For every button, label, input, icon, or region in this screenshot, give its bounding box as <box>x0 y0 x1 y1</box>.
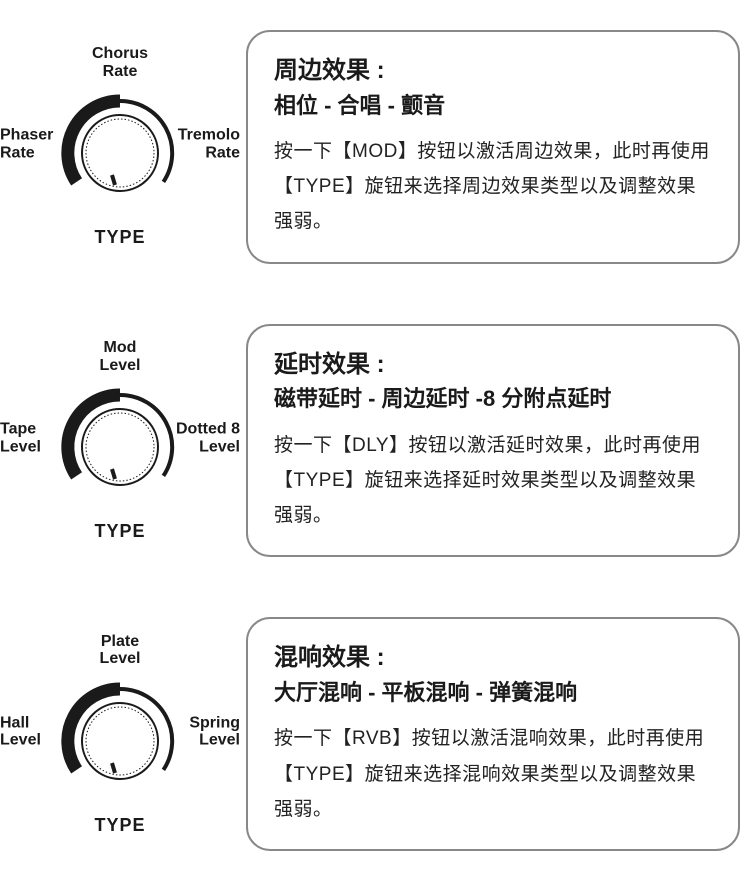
knob-top-label: Chorus Rate <box>92 45 148 80</box>
card-body: 按一下【DLY】按钮以激活延时效果，此时再使用【TYPE】旋钮来选择延时效果类型… <box>274 428 712 533</box>
knob-bottom-label: TYPE <box>94 521 145 542</box>
type-knob-icon <box>60 681 180 801</box>
type-knob-icon <box>60 93 180 213</box>
type-knob-icon <box>60 387 180 507</box>
section-row-1: Chorus Rate Phaser Rate Tremolo Rate TYP… <box>0 0 750 294</box>
knob-left-label: Tape Level <box>0 420 41 455</box>
knob-column: Chorus Rate Phaser Rate Tremolo Rate TYP… <box>0 30 240 264</box>
card-title: 周边效果 : <box>274 54 712 88</box>
knob-label-group: Chorus Rate Phaser Rate Tremolo Rate <box>0 45 240 225</box>
knob-bottom-label: TYPE <box>94 815 145 836</box>
knob-left-label: Phaser Rate <box>0 127 53 162</box>
knob-bottom-label: TYPE <box>94 227 145 248</box>
knob-label-group: Mod Level Tape Level Dotted 8 Level <box>0 339 240 519</box>
info-card: 延时效果 : 磁带延时 - 周边延时 -8 分附点延时 按一下【DLY】按钮以激… <box>246 324 740 558</box>
card-title: 延时效果 : <box>274 348 712 382</box>
section-row-2: Mod Level Tape Level Dotted 8 Level TYPE… <box>0 294 750 588</box>
card-subtitle: 大厅混响 - 平板混响 - 弹簧混响 <box>274 679 712 708</box>
knob-column: Mod Level Tape Level Dotted 8 Level TYPE <box>0 324 240 558</box>
info-card: 混响效果 : 大厅混响 - 平板混响 - 弹簧混响 按一下【RVB】按钮以激活混… <box>246 617 740 851</box>
knob-left-label: Hall Level <box>0 714 41 749</box>
knob-top-label: Mod Level <box>100 339 141 374</box>
knob-right-label: Dotted 8 Level <box>176 420 240 455</box>
card-subtitle: 磁带延时 - 周边延时 -8 分附点延时 <box>274 385 712 414</box>
knob-right-label: Tremolo Rate <box>178 127 240 162</box>
card-body: 按一下【RVB】按钮以激活混响效果，此时再使用【TYPE】旋钮来选择混响效果类型… <box>274 721 712 826</box>
knob-column: Plate Level Hall Level Spring Level TYPE <box>0 617 240 851</box>
card-subtitle: 相位 - 合唱 - 颤音 <box>274 92 712 121</box>
knob-right-label: Spring Level <box>189 714 240 749</box>
section-row-3: Plate Level Hall Level Spring Level TYPE… <box>0 587 750 881</box>
info-card: 周边效果 : 相位 - 合唱 - 颤音 按一下【MOD】按钮以激活周边效果，此时… <box>246 30 740 264</box>
card-body: 按一下【MOD】按钮以激活周边效果，此时再使用【TYPE】旋钮来选择周边效果类型… <box>274 134 712 239</box>
card-title: 混响效果 : <box>274 641 712 675</box>
knob-label-group: Plate Level Hall Level Spring Level <box>0 633 240 813</box>
knob-top-label: Plate Level <box>100 633 141 668</box>
